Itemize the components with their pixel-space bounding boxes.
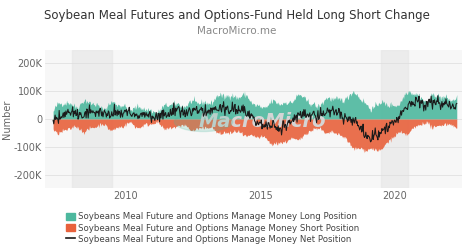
Circle shape [174, 112, 233, 131]
Text: Soybean Meal Futures and Options-Fund Held Long Short Change: Soybean Meal Futures and Options-Fund He… [44, 9, 430, 22]
Legend: Soybeans Meal Future and Options Manage Money Long Position, Soybeans Meal Futur: Soybeans Meal Future and Options Manage … [66, 212, 359, 244]
Text: MacroMicro: MacroMicro [198, 112, 326, 131]
Y-axis label: Number: Number [2, 99, 12, 139]
Bar [382, 50, 408, 188]
Text: MacroMicro.me: MacroMicro.me [197, 26, 277, 36]
Bar [72, 50, 112, 188]
